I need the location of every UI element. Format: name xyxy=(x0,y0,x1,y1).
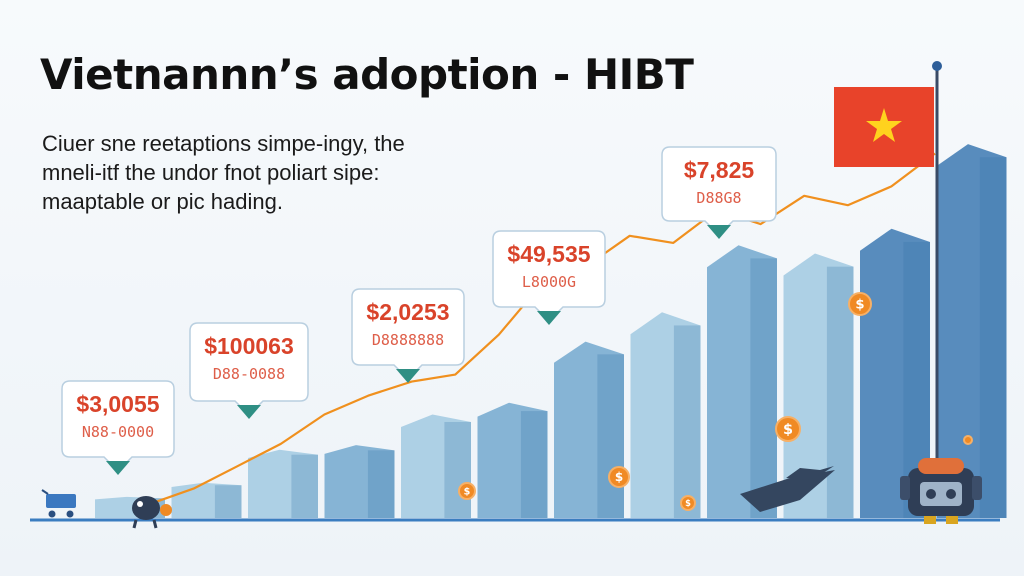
bar-shade xyxy=(214,485,242,518)
bar-face xyxy=(248,449,318,518)
callout-sublabel: D88G8 xyxy=(696,189,741,207)
bar-face xyxy=(324,445,395,518)
bar xyxy=(630,312,701,518)
mascot-icon xyxy=(132,496,172,529)
bar-shade xyxy=(367,450,395,518)
bar-shade xyxy=(444,421,471,518)
robot-icon xyxy=(900,458,982,524)
dollar-coin-icon: $ xyxy=(680,495,696,511)
coins-layer: $ $ $ $ $ xyxy=(458,292,973,511)
bar-face xyxy=(707,245,777,518)
callout-amount: $2,0253 xyxy=(366,299,449,325)
callout-amount: $3,0055 xyxy=(76,391,159,417)
callout-amount: $100063 xyxy=(204,333,294,359)
callout-amount: $7,825 xyxy=(684,157,755,183)
bar xyxy=(401,414,471,518)
page-title: Vietnannn’s adoption - HIBT xyxy=(40,50,694,99)
chart-subtitle: Ciuer sne reetaptions simpe-ingy, the mn… xyxy=(42,129,442,216)
bar xyxy=(171,482,242,518)
price-callout: $100063 D88-0088 xyxy=(189,322,309,419)
callout-sublabel: D88-0088 xyxy=(213,365,285,383)
bar-face xyxy=(860,228,930,518)
price-callout: $7,825 D88G8 xyxy=(661,146,777,239)
bar xyxy=(707,245,777,518)
bar-shade xyxy=(979,157,1007,519)
callout-pointer xyxy=(396,369,420,383)
price-callout: $2,0253 D8888888 xyxy=(351,288,465,383)
cart-icon xyxy=(41,489,76,518)
svg-text:$: $ xyxy=(855,298,864,313)
bar-shade xyxy=(291,454,318,518)
svg-text:$: $ xyxy=(464,486,471,497)
bar xyxy=(324,445,395,518)
callout-sublabel: N88-0000 xyxy=(82,423,154,441)
bar-face xyxy=(554,341,624,518)
bar-shade xyxy=(750,258,777,518)
dollar-coin-icon xyxy=(963,435,973,445)
svg-text:$: $ xyxy=(615,470,623,484)
callout-amount: $49,535 xyxy=(507,241,590,267)
boat-icon xyxy=(740,466,835,512)
bar xyxy=(477,402,548,518)
dollar-coin-icon: $ xyxy=(458,482,476,500)
callout-sublabel: L8000G xyxy=(522,273,576,291)
subtitle-line: mneli-itf the undor fnot poliart sipe: xyxy=(42,160,380,185)
bar-face xyxy=(936,144,1007,519)
price-callout: $3,0055 N88-0000 xyxy=(61,380,175,475)
bar xyxy=(860,228,930,519)
subtitle-line: Ciuer sne reetaptions simpe-ingy, the xyxy=(42,131,405,156)
callout-pointer xyxy=(537,311,561,325)
bar-face xyxy=(171,482,242,518)
dollar-coin-icon: $ xyxy=(608,466,630,488)
bar-face xyxy=(783,253,854,519)
dollar-coin-icon: $ xyxy=(775,416,801,442)
bar-face xyxy=(630,312,701,518)
callouts-layer: $3,0055 N88-0000 $100063 D88-0088 $2,0253 D88… xyxy=(61,146,777,475)
bar-shade xyxy=(673,325,701,518)
bar-shade xyxy=(520,411,548,518)
callout-sublabel: D8888888 xyxy=(372,331,444,349)
vietnam-flag-icon xyxy=(834,61,942,470)
bar-face xyxy=(401,414,471,518)
price-callout: $49,535 L8000G xyxy=(492,230,606,325)
bars-layer xyxy=(95,144,1007,519)
callout-pointer xyxy=(106,461,130,475)
svg-text:$: $ xyxy=(685,498,691,508)
callout-pointer xyxy=(707,225,731,239)
svg-text:$: $ xyxy=(783,422,793,438)
callout-pointer xyxy=(237,405,261,419)
bar-shade xyxy=(597,354,624,518)
dollar-coin-icon: $ xyxy=(848,292,872,316)
bar xyxy=(248,449,318,518)
bar-face xyxy=(477,402,548,518)
bar xyxy=(936,144,1007,519)
subtitle-line: maaptable or pic hading. xyxy=(42,189,283,214)
bar xyxy=(554,341,624,518)
